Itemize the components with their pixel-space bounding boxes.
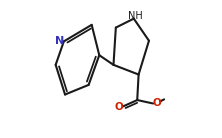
Text: NH: NH xyxy=(129,11,143,21)
Text: O: O xyxy=(115,102,124,112)
Text: N: N xyxy=(55,36,65,46)
Text: O: O xyxy=(153,98,161,108)
